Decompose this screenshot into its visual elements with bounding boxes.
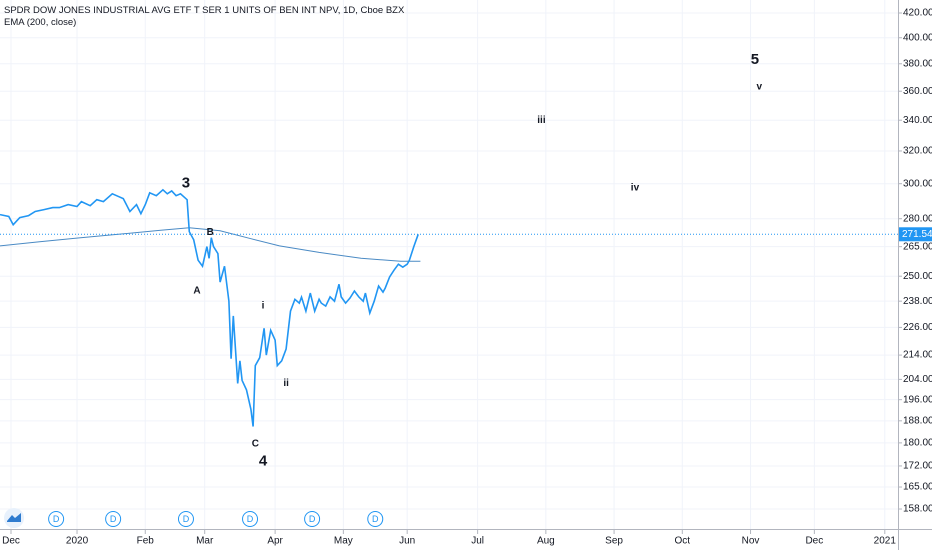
y-tick-label: 300.00 (903, 178, 932, 189)
wave-label: i (262, 301, 265, 312)
wave-label: 3 (182, 175, 190, 192)
wave-label: A (193, 286, 200, 297)
last-value-label: 271.54 (902, 229, 932, 240)
event-marker (304, 511, 321, 527)
y-tick-label: 165.00 (903, 482, 932, 493)
last-value-box (899, 227, 932, 242)
y-tick-label: 420.00 (903, 8, 932, 19)
event-label: D (110, 514, 117, 524)
y-tick-label: 172.00 (903, 461, 932, 472)
y-tick-label: 196.00 (903, 394, 932, 405)
series-line (0, 188, 419, 427)
event-label: D (247, 514, 254, 524)
x-tick-label: May (334, 536, 353, 547)
chart-subtitle: EMA (200, close) (4, 17, 76, 28)
wave-label: C (252, 439, 259, 450)
series-line (0, 227, 421, 262)
x-tick-label: Feb (137, 536, 155, 547)
wave-label: v (757, 82, 763, 93)
y-tick-label: 250.00 (903, 271, 932, 282)
y-tick-label: 226.00 (903, 322, 932, 333)
y-tick-label: 280.00 (903, 213, 932, 224)
event-label: D (53, 514, 60, 524)
event-marker (242, 511, 259, 527)
x-tick-label: 2021 (874, 536, 897, 547)
x-tick-label: Dec (805, 536, 823, 547)
x-tick-label: Jun (399, 536, 415, 547)
y-tick-label: 320.00 (903, 146, 932, 157)
y-tick-label: 204.00 (903, 374, 932, 385)
y-tick-label: 400.00 (903, 32, 932, 43)
wave-label: iv (631, 183, 640, 194)
chart-title: SPDR DOW JONES INDUSTRIAL AVG ETF T SER … (4, 5, 405, 16)
y-tick-label: 265.00 (903, 241, 932, 252)
wave-label: ii (283, 378, 289, 389)
logo (4, 508, 24, 528)
y-tick-label: 180.00 (903, 438, 932, 449)
y-tick-label: 214.00 (903, 350, 932, 361)
x-tick-label: Sep (605, 536, 623, 547)
event-marker (48, 511, 65, 527)
event-label: D (183, 514, 190, 524)
y-tick-label: 158.00 (903, 504, 932, 515)
x-tick-label: 2020 (66, 536, 89, 547)
x-tick-label: Mar (196, 536, 214, 547)
event-label: D (372, 514, 379, 524)
x-tick-label: Jul (471, 536, 484, 547)
event-marker (177, 511, 194, 527)
grid (0, 0, 898, 529)
x-tick-label: Oct (675, 536, 691, 547)
y-tick-label: 188.00 (903, 415, 932, 426)
event-label: D (309, 514, 316, 524)
y-tick-label: 340.00 (903, 115, 932, 126)
y-tick-label: 380.00 (903, 58, 932, 69)
x-tick-label: Aug (537, 536, 555, 547)
event-marker (105, 511, 122, 527)
wave-label: B (207, 227, 214, 238)
x-tick-label: Nov (742, 536, 760, 547)
x-tick-label: Apr (267, 536, 283, 547)
logo-mark (7, 513, 21, 522)
y-tick-label: 360.00 (903, 86, 932, 97)
wave-label: 4 (259, 453, 268, 470)
wave-label: iii (537, 115, 546, 126)
event-marker (367, 511, 384, 527)
x-tick-label: Dec (2, 536, 20, 547)
y-tick-label: 238.00 (903, 296, 932, 307)
wave-label: 5 (751, 51, 759, 68)
